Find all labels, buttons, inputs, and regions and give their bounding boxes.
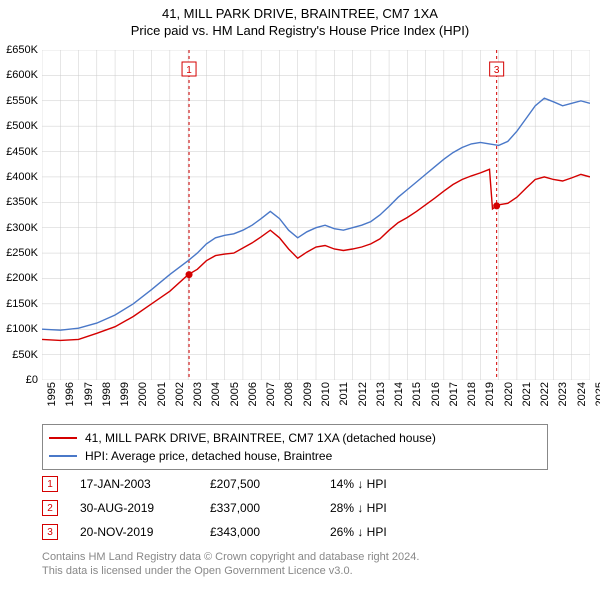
event-row: 1 17-JAN-2003£207,50014% ↓ HPI [42,472,572,496]
event-date: 20-NOV-2019 [80,525,210,539]
x-tick-label: 2004 [210,382,222,406]
y-tick-label: £650K [0,44,38,56]
event-delta: 26% ↓ HPI [330,525,450,539]
x-tick-label: 2017 [448,382,460,406]
x-tick-label: 2012 [357,382,369,406]
x-tick-label: 2024 [576,382,588,406]
y-tick-label: £550K [0,95,38,107]
x-tick-label: 2011 [338,382,350,406]
svg-text:1: 1 [186,65,192,76]
y-tick-label: £450K [0,146,38,158]
x-tick-label: 2005 [229,382,241,406]
y-tick-label: £50K [0,349,38,361]
legend-swatch [49,437,77,439]
y-tick-label: £150K [0,298,38,310]
legend-item: 41, MILL PARK DRIVE, BRAINTREE, CM7 1XA … [49,429,541,447]
legend-label: 41, MILL PARK DRIVE, BRAINTREE, CM7 1XA … [85,431,436,445]
title-line-2: Price paid vs. HM Land Registry's House … [0,23,600,40]
x-tick-label: 2000 [137,382,149,406]
event-price: £337,000 [210,501,330,515]
y-tick-label: £300K [0,222,38,234]
x-tick-label: 2023 [557,382,569,406]
svg-text:3: 3 [494,65,500,76]
x-tick-label: 2025 [594,382,600,406]
x-tick-label: 2016 [430,382,442,406]
event-marker: 1 [42,476,58,492]
x-tick-label: 2022 [539,382,551,406]
x-tick-label: 2013 [375,382,387,406]
x-tick-label: 2008 [283,382,295,406]
events-table: 1 17-JAN-2003£207,50014% ↓ HPI 2 30-AUG-201… [42,472,572,544]
y-tick-label: £600K [0,69,38,81]
event-delta: 14% ↓ HPI [330,477,450,491]
legend-swatch [49,455,77,457]
x-tick-label: 1998 [101,382,113,406]
x-tick-label: 2014 [393,382,405,406]
y-tick-label: £350K [0,196,38,208]
x-tick-label: 2002 [174,382,186,406]
event-row: 2 30-AUG-2019£337,00028% ↓ HPI [42,496,572,520]
x-tick-label: 1999 [119,382,131,406]
y-tick-label: £0 [0,374,38,386]
x-tick-label: 1996 [64,382,76,406]
y-axis-labels: £0£50K£100K£150K£200K£250K£300K£350K£400… [0,50,42,380]
x-tick-label: 2019 [484,382,496,406]
y-tick-label: £250K [0,247,38,259]
x-tick-label: 1997 [83,382,95,406]
footer-line-1: Contains HM Land Registry data © Crown c… [42,550,582,564]
y-tick-label: £500K [0,120,38,132]
x-tick-label: 2006 [247,382,259,406]
chart-plot-area: 13 [42,50,590,380]
footer-line-2: This data is licensed under the Open Gov… [42,564,582,578]
y-tick-label: £100K [0,323,38,335]
x-tick-label: 1995 [46,382,58,406]
x-tick-label: 2003 [192,382,204,406]
title-line-1: 41, MILL PARK DRIVE, BRAINTREE, CM7 1XA [0,6,600,23]
x-tick-label: 2010 [320,382,332,406]
event-row: 3 20-NOV-2019£343,00026% ↓ HPI [42,520,572,544]
legend-label: HPI: Average price, detached house, Brai… [85,449,332,463]
x-tick-label: 2021 [521,382,533,406]
legend-box: 41, MILL PARK DRIVE, BRAINTREE, CM7 1XA … [42,424,548,470]
x-tick-label: 2009 [302,382,314,406]
event-date: 17-JAN-2003 [80,477,210,491]
event-marker: 3 [42,524,58,540]
event-marker: 2 [42,500,58,516]
event-date: 30-AUG-2019 [80,501,210,515]
event-price: £207,500 [210,477,330,491]
x-axis-labels: 1995 1996 1997 1998 1999 2000 2001 2002 2003 2004… [42,380,590,420]
y-tick-label: £200K [0,272,38,284]
x-tick-label: 2018 [466,382,478,406]
x-tick-label: 2001 [156,382,168,406]
footer-block: Contains HM Land Registry data © Crown c… [42,550,582,579]
x-tick-label: 2007 [265,382,277,406]
event-price: £343,000 [210,525,330,539]
legend-item: HPI: Average price, detached house, Brai… [49,447,541,465]
y-tick-label: £400K [0,171,38,183]
chart-svg: 13 [42,50,590,380]
x-tick-label: 2015 [411,382,423,406]
title-block: 41, MILL PARK DRIVE, BRAINTREE, CM7 1XA … [0,0,600,40]
x-tick-label: 2020 [503,382,515,406]
event-delta: 28% ↓ HPI [330,501,450,515]
chart-container: 41, MILL PARK DRIVE, BRAINTREE, CM7 1XA … [0,0,600,590]
